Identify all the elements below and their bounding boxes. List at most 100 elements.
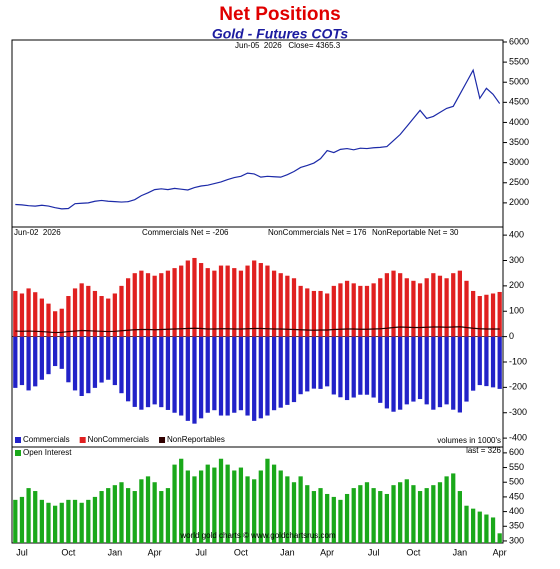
bar <box>205 336 210 413</box>
bar <box>232 268 237 337</box>
bar <box>484 514 489 543</box>
bar <box>364 482 370 543</box>
bar <box>53 336 58 367</box>
bar <box>59 502 64 543</box>
bar <box>291 278 297 337</box>
bar <box>497 533 502 543</box>
bar <box>99 296 104 337</box>
bar <box>125 336 131 402</box>
bar <box>198 470 204 543</box>
bar <box>305 485 310 543</box>
y-tick-label: 600 <box>509 447 524 457</box>
x-tick-label: Apr <box>320 547 334 557</box>
bar <box>92 336 98 388</box>
x-tick-label: Jul <box>16 547 28 557</box>
y-tick-label: 550 <box>509 462 524 472</box>
bar <box>252 336 257 421</box>
bar <box>238 467 244 543</box>
bar <box>53 311 58 337</box>
bar <box>364 285 370 337</box>
bar <box>92 290 98 337</box>
bar <box>19 293 25 337</box>
bar <box>265 265 270 337</box>
bar <box>159 273 164 337</box>
bar <box>344 280 350 337</box>
bar <box>311 336 317 389</box>
x-tick-label: Oct <box>406 547 421 557</box>
bar <box>325 293 330 337</box>
bar <box>291 482 297 543</box>
bar <box>212 467 217 543</box>
bar <box>411 280 416 337</box>
bar <box>451 273 456 337</box>
bar <box>278 336 283 408</box>
legend-swatch <box>15 450 21 456</box>
x-tick-label: Jul <box>195 547 207 557</box>
y-tick-label: -300 <box>509 407 527 417</box>
y-tick-label: 5000 <box>509 77 529 87</box>
bar <box>205 268 210 337</box>
bar <box>358 285 363 337</box>
bar <box>444 476 449 543</box>
bar <box>417 491 423 543</box>
bar <box>132 491 137 543</box>
bar <box>132 336 137 407</box>
bar <box>278 470 283 543</box>
legend-label: NonCommercials <box>88 435 149 444</box>
bar <box>318 336 323 389</box>
y-tick-label: 0 <box>509 331 514 341</box>
bar <box>72 499 78 543</box>
panel-frame <box>11 446 504 544</box>
bar <box>106 298 111 337</box>
bar <box>305 336 310 392</box>
y-tick-label: 200 <box>509 280 524 290</box>
bar <box>79 502 84 543</box>
bar <box>457 491 462 543</box>
bar <box>112 336 117 386</box>
bar <box>245 476 250 543</box>
bar <box>431 485 436 543</box>
bar <box>252 260 257 337</box>
bar <box>424 336 429 405</box>
x-tick-label: Oct <box>234 547 249 557</box>
bar <box>378 491 383 543</box>
bar <box>26 336 31 391</box>
bar <box>391 336 396 412</box>
bar <box>13 499 18 543</box>
bar <box>258 470 263 543</box>
bar <box>159 491 164 543</box>
y-tick-label: 4000 <box>509 117 529 127</box>
y-tick-label: 3500 <box>509 137 529 147</box>
bar <box>490 336 496 388</box>
bar <box>33 336 38 387</box>
bar <box>338 336 343 398</box>
bar <box>285 275 290 337</box>
bar <box>417 336 423 400</box>
bar <box>86 285 91 337</box>
bar <box>172 268 177 337</box>
bar <box>258 263 263 337</box>
bar <box>179 458 184 543</box>
bar <box>278 273 283 337</box>
bar <box>424 488 429 543</box>
bar <box>325 336 330 387</box>
bar <box>66 296 71 337</box>
legend-swatch <box>79 437 86 443</box>
x-tick-label: Oct <box>61 547 76 557</box>
bar <box>46 502 51 543</box>
bar <box>305 288 310 337</box>
bar <box>179 265 184 337</box>
bar <box>358 336 363 395</box>
bar <box>86 336 91 394</box>
bar <box>238 336 244 411</box>
y-tick-label: 3000 <box>509 157 529 167</box>
bar <box>13 336 18 388</box>
bar <box>13 290 18 337</box>
bar <box>218 458 224 543</box>
y-tick-label: -200 <box>509 382 527 392</box>
legend-label: Open Interest <box>23 448 72 457</box>
y-tick-label: 500 <box>509 477 524 487</box>
bar <box>106 336 111 380</box>
bar <box>464 336 469 402</box>
